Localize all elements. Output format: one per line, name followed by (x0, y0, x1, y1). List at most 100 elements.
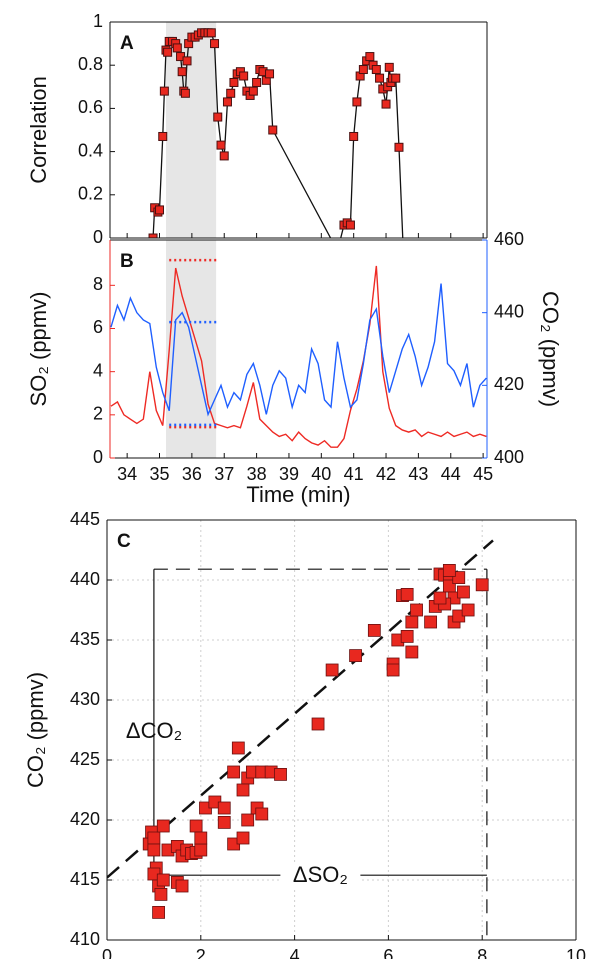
marker (345, 220, 355, 230)
plot-area (107, 539, 494, 940)
point (217, 801, 231, 815)
x-tick-label: 40 (311, 464, 331, 484)
point (424, 615, 438, 629)
point (175, 879, 189, 893)
y2-tick-label: 400 (494, 447, 524, 467)
marker (268, 125, 278, 135)
y-axis-label: SO₂ (ppmv) (26, 292, 51, 407)
marker (206, 28, 216, 38)
point (475, 578, 489, 592)
point (410, 603, 423, 617)
highlight-region (165, 22, 217, 238)
point (217, 816, 231, 829)
y-tick-label: 6 (93, 317, 103, 337)
marker (216, 140, 226, 150)
y-tick-label: 0.2 (78, 184, 103, 204)
label-backdrop (280, 863, 361, 888)
point (405, 645, 419, 659)
x-axis-label: Time (min) (246, 482, 350, 507)
marker (375, 73, 385, 83)
point (147, 843, 161, 857)
y-tick-label: 0.6 (78, 97, 103, 117)
marker (384, 62, 394, 72)
marker (229, 77, 239, 87)
y-tick-label: 420 (70, 809, 100, 829)
x-tick-label: 35 (149, 464, 169, 484)
marker (155, 205, 165, 215)
y-tick-label: 0.8 (78, 54, 103, 74)
marker (401, 299, 409, 307)
y-tick-label: 1 (93, 11, 103, 31)
y-tick-label: 0.4 (78, 140, 103, 160)
point (194, 831, 208, 845)
y-tick-label: 440 (70, 569, 100, 589)
point (311, 717, 325, 731)
panel-label: C (117, 531, 131, 552)
x-tick-label: 0 (102, 946, 112, 959)
x-tick-label: 37 (214, 464, 234, 484)
marker (222, 97, 232, 107)
point (152, 906, 165, 919)
y-tick-label: 425 (70, 749, 100, 769)
y2-axis-label: CO₂ (ppmv) (538, 291, 563, 407)
x-tick-label: 6 (383, 946, 393, 959)
marker (210, 39, 220, 49)
x-tick-label: 10 (566, 946, 586, 959)
y-tick-label: 2 (93, 404, 103, 424)
y-tick-label: 430 (70, 689, 100, 709)
y-tick-label: 435 (70, 629, 100, 649)
point (154, 888, 168, 901)
point (325, 663, 339, 677)
panel-label: A (120, 33, 134, 54)
x-tick-label: 36 (182, 464, 202, 484)
marker (148, 233, 158, 238)
point (274, 768, 287, 781)
point (156, 819, 170, 833)
point (236, 831, 250, 845)
point (189, 819, 203, 833)
y-tick-label: 8 (93, 274, 103, 294)
x-tick-label: 41 (344, 464, 364, 484)
point (433, 591, 447, 605)
point (227, 765, 241, 779)
y-tick-label: 4 (93, 360, 103, 380)
point (236, 783, 250, 797)
y-tick-label: 445 (70, 509, 100, 529)
x-tick-label: 4 (290, 946, 300, 959)
y-tick-label: 415 (70, 869, 100, 889)
x-tick-label: 44 (441, 464, 461, 484)
panel-label: B (120, 251, 134, 272)
y-tick-label: 0 (93, 447, 103, 467)
marker (163, 47, 173, 57)
marker (158, 131, 168, 141)
marker (239, 71, 249, 81)
y2-tick-label: 420 (494, 374, 524, 394)
point (400, 630, 414, 643)
marker (248, 86, 258, 96)
y-axis-label: Correlation (26, 76, 51, 184)
marker (365, 52, 375, 62)
x-tick-label: 39 (279, 464, 299, 484)
point (194, 843, 208, 857)
x-tick-label: 45 (473, 464, 493, 484)
y2-tick-label: 440 (494, 301, 524, 321)
x-tick-label: 43 (408, 464, 428, 484)
plot-area (148, 22, 409, 307)
point (349, 649, 362, 662)
delta-co2-label: ΔCO₂ (126, 718, 182, 743)
y2-tick-label: 460 (494, 229, 524, 249)
marker (349, 131, 359, 141)
marker (180, 88, 190, 98)
x-tick-label: 34 (117, 464, 137, 484)
point (147, 831, 161, 845)
point (255, 807, 269, 821)
point (367, 624, 381, 637)
marker (177, 67, 187, 77)
point (457, 585, 470, 599)
marker (226, 88, 236, 98)
point (400, 588, 414, 601)
y-axis-label: CO₂ (ppmv) (23, 672, 48, 788)
marker (219, 151, 229, 161)
marker (252, 77, 262, 87)
